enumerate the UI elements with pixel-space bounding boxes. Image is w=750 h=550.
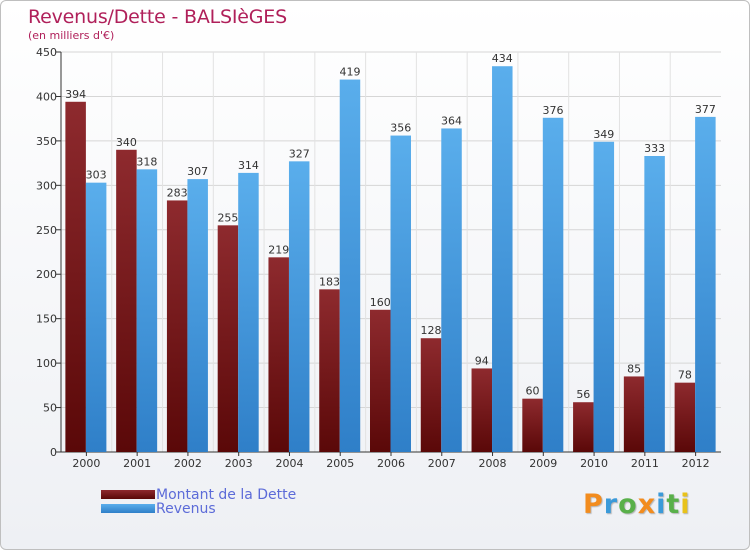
- logo-letter: x: [637, 489, 657, 520]
- bar-revenue-2005: [339, 79, 361, 453]
- bar-debt-2000: [65, 101, 86, 453]
- data-label-debt-2011: 85: [627, 362, 641, 375]
- y-tick-label: 200: [36, 268, 57, 281]
- bar-revenue-2011: [644, 156, 665, 452]
- data-label-revenue-2006: 356: [390, 122, 411, 135]
- y-tick-label: 250: [36, 224, 57, 237]
- proxiti-logo: Proxiti: [583, 489, 691, 520]
- x-tick-label: 2009: [529, 457, 557, 470]
- bar-debt-2005: [319, 289, 340, 452]
- logo-letter: o: [618, 489, 638, 520]
- bars: [65, 66, 716, 453]
- y-tick-label: 50: [43, 402, 57, 415]
- bar-revenue-2001: [136, 169, 158, 453]
- y-tick-label: 150: [36, 313, 57, 326]
- data-label-revenue-2005: 419: [339, 66, 360, 79]
- data-label-debt-2007: 128: [421, 324, 442, 337]
- bar-debt-2009: [522, 398, 543, 452]
- x-tick-label: 2001: [123, 457, 151, 470]
- logo-letter: i: [656, 489, 667, 520]
- logo-letter: i: [680, 489, 691, 520]
- logo-letter: P: [583, 489, 604, 520]
- data-label-debt-2001: 340: [116, 136, 137, 149]
- x-tick-label: 2007: [428, 457, 456, 470]
- bar-debt-2006: [370, 309, 391, 452]
- data-label-debt-2006: 160: [370, 296, 391, 309]
- bar-debt-2008: [471, 368, 493, 452]
- y-tick-label: 100: [36, 357, 57, 370]
- bar-revenue-2010: [593, 141, 615, 452]
- bar-revenue-2000: [85, 182, 107, 452]
- bar-revenue-2009: [542, 117, 564, 453]
- bar-revenue-2008: [492, 66, 513, 452]
- data-label-debt-2000: 394: [65, 88, 86, 101]
- bar-debt-2011: [623, 376, 645, 452]
- bar-debt-2007: [420, 338, 442, 452]
- y-tick-label: 300: [36, 179, 57, 192]
- data-label-revenue-2004: 327: [289, 147, 310, 160]
- bar-debt-2004: [268, 257, 289, 452]
- x-tick-label: 2000: [72, 457, 100, 470]
- data-label-debt-2010: 56: [576, 388, 590, 401]
- x-tick-label: 2002: [174, 457, 202, 470]
- data-labels: 394 340 283 255 219 183 160 128 94 60 56 85 78 303 318…: [65, 52, 716, 401]
- bar-debt-2001: [116, 149, 137, 452]
- bar-debt-2012: [674, 382, 696, 452]
- y-tick-label: 0: [50, 446, 57, 459]
- data-label-revenue-2009: 376: [543, 104, 564, 117]
- bar-debt-2010: [573, 402, 594, 452]
- data-label-revenue-2012: 377: [695, 103, 716, 116]
- data-label-debt-2012: 78: [678, 369, 692, 382]
- data-label-debt-2009: 60: [526, 385, 540, 398]
- x-tick-label: 2008: [479, 457, 507, 470]
- data-label-revenue-2000: 303: [86, 169, 107, 182]
- x-tick-label: 2003: [225, 457, 253, 470]
- y-tick-label: 350: [36, 135, 57, 148]
- data-label-revenue-2007: 364: [441, 114, 462, 127]
- data-label-revenue-2011: 333: [644, 142, 665, 155]
- data-label-debt-2005: 183: [319, 275, 340, 288]
- chart-subtitle: (en milliers d'€): [28, 29, 115, 42]
- data-label-debt-2004: 219: [268, 243, 289, 256]
- logo-letter: r: [603, 489, 619, 520]
- bar-revenue-2006: [390, 135, 411, 453]
- data-label-debt-2008: 94: [475, 354, 489, 367]
- bar-revenue-2004: [288, 161, 310, 453]
- data-label-debt-2003: 255: [217, 211, 238, 224]
- bar-revenue-2007: [441, 128, 462, 452]
- logo-letter: t: [666, 489, 681, 520]
- bar-debt-2003: [217, 225, 239, 452]
- bar-revenue-2003: [238, 172, 259, 452]
- y-tick-label: 400: [36, 90, 57, 103]
- data-label-revenue-2002: 307: [187, 165, 208, 178]
- data-label-debt-2002: 283: [167, 186, 188, 199]
- bar-revenue-2002: [187, 179, 208, 452]
- data-label-revenue-2008: 434: [492, 52, 513, 65]
- x-tick-label: 2004: [275, 457, 303, 470]
- data-label-revenue-2003: 314: [238, 159, 259, 172]
- data-label-revenue-2010: 349: [593, 128, 614, 141]
- x-tick-label: 2006: [377, 457, 405, 470]
- data-label-revenue-2001: 318: [136, 155, 157, 168]
- x-tick-label: 2010: [580, 457, 608, 470]
- axes: 0 50 100 150 200 250 300 350 400 450 2000 2001 2002 2…: [36, 46, 721, 470]
- x-tick-label: 2011: [631, 457, 659, 470]
- x-tick-label: 2005: [326, 457, 354, 470]
- bar-debt-2002: [166, 200, 188, 452]
- y-tick-label: 450: [36, 46, 57, 59]
- x-tick-label: 2012: [682, 457, 710, 470]
- legend-swatch-revenue: [101, 504, 155, 513]
- chart-title: Revenus/Dette - BALSIèGES: [28, 6, 287, 28]
- legend-swatch-debt: [101, 490, 155, 499]
- bar-revenue-2012: [695, 116, 716, 452]
- legend-label-revenue: Revenus: [156, 501, 216, 517]
- legend-label-debt: Montant de la Dette: [156, 487, 297, 503]
